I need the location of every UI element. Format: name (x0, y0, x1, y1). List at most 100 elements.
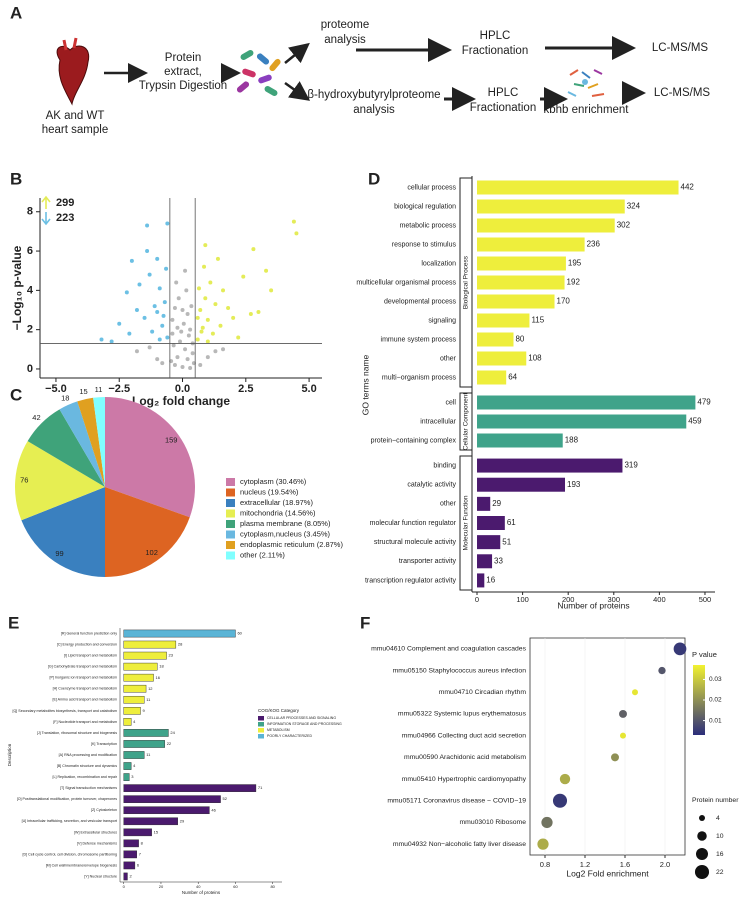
category-label: signaling (428, 317, 456, 324)
bar (123, 806, 210, 815)
bar (123, 640, 177, 649)
category-label: transporter activity (399, 558, 457, 565)
category-label: mmu05322 Systemic lupus erythematosus (398, 711, 527, 718)
category-label: transcription regulator activity (365, 577, 457, 584)
point (127, 331, 132, 336)
category-label: mmu05150 Staphylococcus aureus infection (393, 667, 527, 674)
legend-title: Protein number (692, 797, 739, 804)
point (256, 309, 261, 314)
category-label: [V] Defense mechanisms (77, 841, 117, 845)
slice-label: 15 (79, 387, 87, 396)
pie-slice (15, 441, 105, 521)
point (134, 308, 139, 313)
point (221, 288, 226, 293)
point (171, 343, 176, 348)
step-text: HPLC (488, 87, 519, 99)
bubble (619, 709, 627, 718)
category-label: [M] Cell wall/membrane/envelope biogenes… (46, 863, 118, 867)
y-axis-title: −Log₁₀ p-value (10, 245, 24, 330)
slice-label: 76 (20, 476, 28, 485)
category-label: other (440, 355, 457, 362)
x-tick-label: 300 (608, 595, 621, 604)
category-label: [G] Carbohydrate transport and metabolis… (48, 665, 117, 669)
y-axis-title: GO terms name (360, 355, 370, 416)
point (205, 339, 210, 344)
value-label: 23 (169, 653, 174, 658)
point (195, 337, 200, 342)
x-tick-label: 60 (233, 884, 238, 889)
point (170, 317, 175, 322)
bar (123, 684, 147, 693)
category-label: cell (445, 399, 456, 406)
workflow: A AK and WT heart sample Protein extract… (10, 3, 710, 136)
point (165, 221, 170, 226)
size-label: 16 (716, 851, 724, 858)
bar (123, 729, 169, 737)
bar (477, 477, 566, 492)
point (226, 306, 231, 311)
value-label: 4 (133, 763, 136, 768)
bubble (537, 838, 549, 850)
bar (123, 673, 154, 682)
legend-label: INFORMATION STORAGE AND PROCESSING (267, 722, 342, 726)
point (155, 256, 160, 261)
legend-label: endoplasmic reticulum (2.87%) (240, 540, 343, 549)
value-label: 11 (146, 752, 151, 757)
bar (477, 535, 501, 550)
value-label: 170 (557, 297, 571, 306)
step-text: β-hydroxybutyrylproteome (307, 89, 440, 101)
category-label: mmu04966 Collecting duct acid secretion (402, 732, 527, 739)
point (165, 335, 170, 340)
legend-label: METABOLISM (267, 728, 290, 732)
bar (123, 861, 136, 870)
value-label: 302 (617, 221, 631, 230)
size-key (694, 864, 710, 880)
step-text: Trypsin Digestion (139, 80, 227, 92)
point (199, 329, 204, 334)
point (99, 337, 104, 342)
point (183, 347, 188, 352)
bar (123, 662, 158, 671)
x-tick-label: 200 (562, 595, 575, 604)
category-label: [F] Nucleotide transport and metabolism (53, 720, 117, 724)
value-label: 8 (141, 840, 144, 845)
bar (123, 839, 139, 848)
pie-slice (93, 397, 105, 487)
bar (477, 332, 514, 347)
bubble (658, 666, 666, 675)
bar (477, 313, 530, 328)
step-text: AK and WT (46, 110, 105, 122)
bar (123, 872, 128, 881)
value-label: 29 (180, 818, 185, 823)
value-label: 4 (133, 719, 136, 724)
bar (477, 256, 566, 271)
category-label: protein−containing complex (371, 437, 457, 444)
category-label: mmu04710 Circadian rhythm (439, 689, 527, 696)
value-label: 459 (688, 417, 702, 426)
bubble (559, 773, 571, 785)
point (210, 331, 215, 336)
point (198, 308, 203, 313)
category-label: biological regulation (394, 203, 456, 210)
value-label: 28 (178, 642, 183, 647)
x-tick-label: 500 (699, 595, 712, 604)
bar (123, 795, 221, 803)
bar (477, 573, 485, 588)
point (190, 351, 195, 356)
point (162, 300, 167, 305)
point (185, 311, 190, 316)
value-label: 192 (567, 278, 581, 287)
colorbar (693, 665, 705, 735)
point (160, 361, 165, 366)
x-axis-title: Log₂ fold change (132, 394, 230, 408)
category-label: molecular function regulator (370, 520, 457, 527)
point (137, 282, 142, 287)
category-label: developmental process (384, 298, 456, 305)
bubble (552, 793, 568, 808)
bar (477, 218, 615, 233)
value-label: 18 (159, 664, 164, 669)
x-tick-label: −2.5 (108, 383, 130, 395)
bubble (541, 816, 553, 829)
category-label: [T] Signal transduction mechanisms (60, 786, 117, 790)
category-label: mmu04932 Non−alcoholic fatty liver disea… (393, 841, 526, 848)
